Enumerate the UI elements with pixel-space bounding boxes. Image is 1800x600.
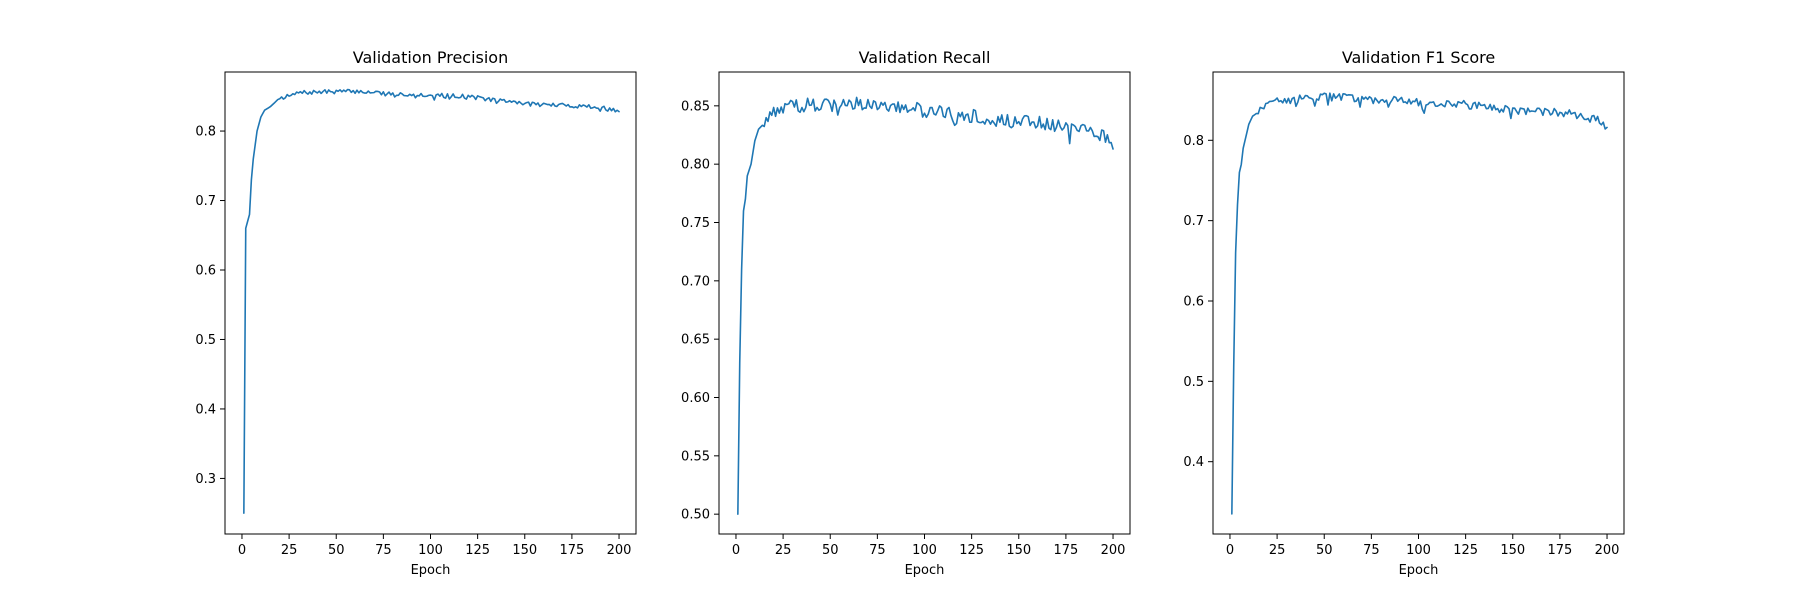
y-tick-label-precision-2: 0.5: [195, 333, 216, 348]
y-tick-label-recall-4: 0.70: [681, 274, 710, 289]
x-tick-label-recall-125: 125: [959, 543, 984, 558]
axes-frame-precision: [224, 71, 637, 535]
y-tick-label-recall-5: 0.75: [681, 216, 710, 231]
x-tick-label-precision-100: 100: [418, 543, 443, 558]
x-tick-label-precision-125: 125: [465, 543, 490, 558]
x-tick-label-precision-25: 25: [281, 543, 298, 558]
plot-area-precision: [243, 88, 620, 514]
plot-area-f1: [1231, 92, 1608, 515]
x-tick-label-precision-75: 75: [375, 543, 392, 558]
x-axis-label-f1: Epoch: [1399, 563, 1439, 578]
x-tick-label-f1-50: 50: [1316, 543, 1333, 558]
series-line-precision: [243, 88, 620, 514]
x-tick-label-recall-25: 25: [775, 543, 792, 558]
x-tick-label-f1-0: 0: [1226, 543, 1234, 558]
chart-title-precision: Validation Precision: [353, 48, 508, 67]
y-tick-label-precision-4: 0.7: [195, 194, 216, 209]
subplot-precision: Validation Precision Epoch 0 25 50 75 100 125…: [195, 48, 637, 578]
axes-frame-f1: [1212, 71, 1625, 535]
chart-title-recall: Validation Recall: [859, 48, 991, 67]
x-tick-label-f1-150: 150: [1500, 543, 1525, 558]
y-tick-label-precision-3: 0.6: [195, 264, 216, 279]
x-tick-label-f1-25: 25: [1269, 543, 1286, 558]
subplot-f1: Validation F1 Score Epoch 0 25 50 75 100 125 1…: [1183, 48, 1625, 578]
y-tick-label-recall-0: 0.50: [681, 508, 710, 523]
x-tick-label-recall-75: 75: [869, 543, 886, 558]
y-tick-label-f1-4: 0.8: [1183, 134, 1204, 149]
x-axis-label-recall: Epoch: [905, 563, 945, 578]
x-tick-label-recall-0: 0: [732, 543, 740, 558]
y-tick-label-recall-1: 0.55: [681, 449, 710, 464]
x-tick-label-recall-175: 175: [1053, 543, 1078, 558]
axes-frame-recall: [718, 71, 1131, 535]
x-tick-label-recall-150: 150: [1006, 543, 1031, 558]
x-tick-label-precision-150: 150: [512, 543, 537, 558]
x-tick-label-precision-50: 50: [328, 543, 345, 558]
y-tick-label-precision-0: 0.3: [195, 472, 216, 487]
x-tick-label-precision-200: 200: [607, 543, 632, 558]
x-tick-label-recall-200: 200: [1101, 543, 1126, 558]
y-tick-label-recall-2: 0.60: [681, 391, 710, 406]
series-line-recall: [737, 96, 1114, 515]
y-tick-label-recall-3: 0.65: [681, 333, 710, 348]
x-tick-label-f1-175: 175: [1547, 543, 1572, 558]
x-tick-label-precision-0: 0: [238, 543, 246, 558]
y-tick-label-f1-3: 0.7: [1183, 214, 1204, 229]
y-tick-label-recall-7: 0.85: [681, 99, 710, 114]
x-tick-label-recall-50: 50: [822, 543, 839, 558]
x-tick-label-f1-125: 125: [1453, 543, 1478, 558]
subplot-recall: Validation Recall Epoch 0 25 50 75 100 125 150…: [681, 48, 1131, 578]
series-line-f1: [1231, 92, 1608, 515]
y-tick-label-precision-1: 0.4: [195, 402, 216, 417]
plot-area-recall: [737, 96, 1114, 515]
y-tick-label-f1-2: 0.6: [1183, 294, 1204, 309]
x-tick-label-recall-100: 100: [912, 543, 937, 558]
x-tick-label-f1-200: 200: [1595, 543, 1620, 558]
y-tick-label-f1-0: 0.4: [1183, 455, 1204, 470]
y-tick-label-recall-6: 0.80: [681, 158, 710, 173]
x-tick-label-f1-100: 100: [1406, 543, 1431, 558]
x-axis-label-precision: Epoch: [411, 563, 451, 578]
x-tick-label-precision-175: 175: [559, 543, 584, 558]
chart-title-f1: Validation F1 Score: [1342, 48, 1495, 67]
y-tick-label-f1-1: 0.5: [1183, 375, 1204, 390]
x-tick-label-f1-75: 75: [1363, 543, 1380, 558]
y-tick-label-precision-5: 0.8: [195, 125, 216, 140]
